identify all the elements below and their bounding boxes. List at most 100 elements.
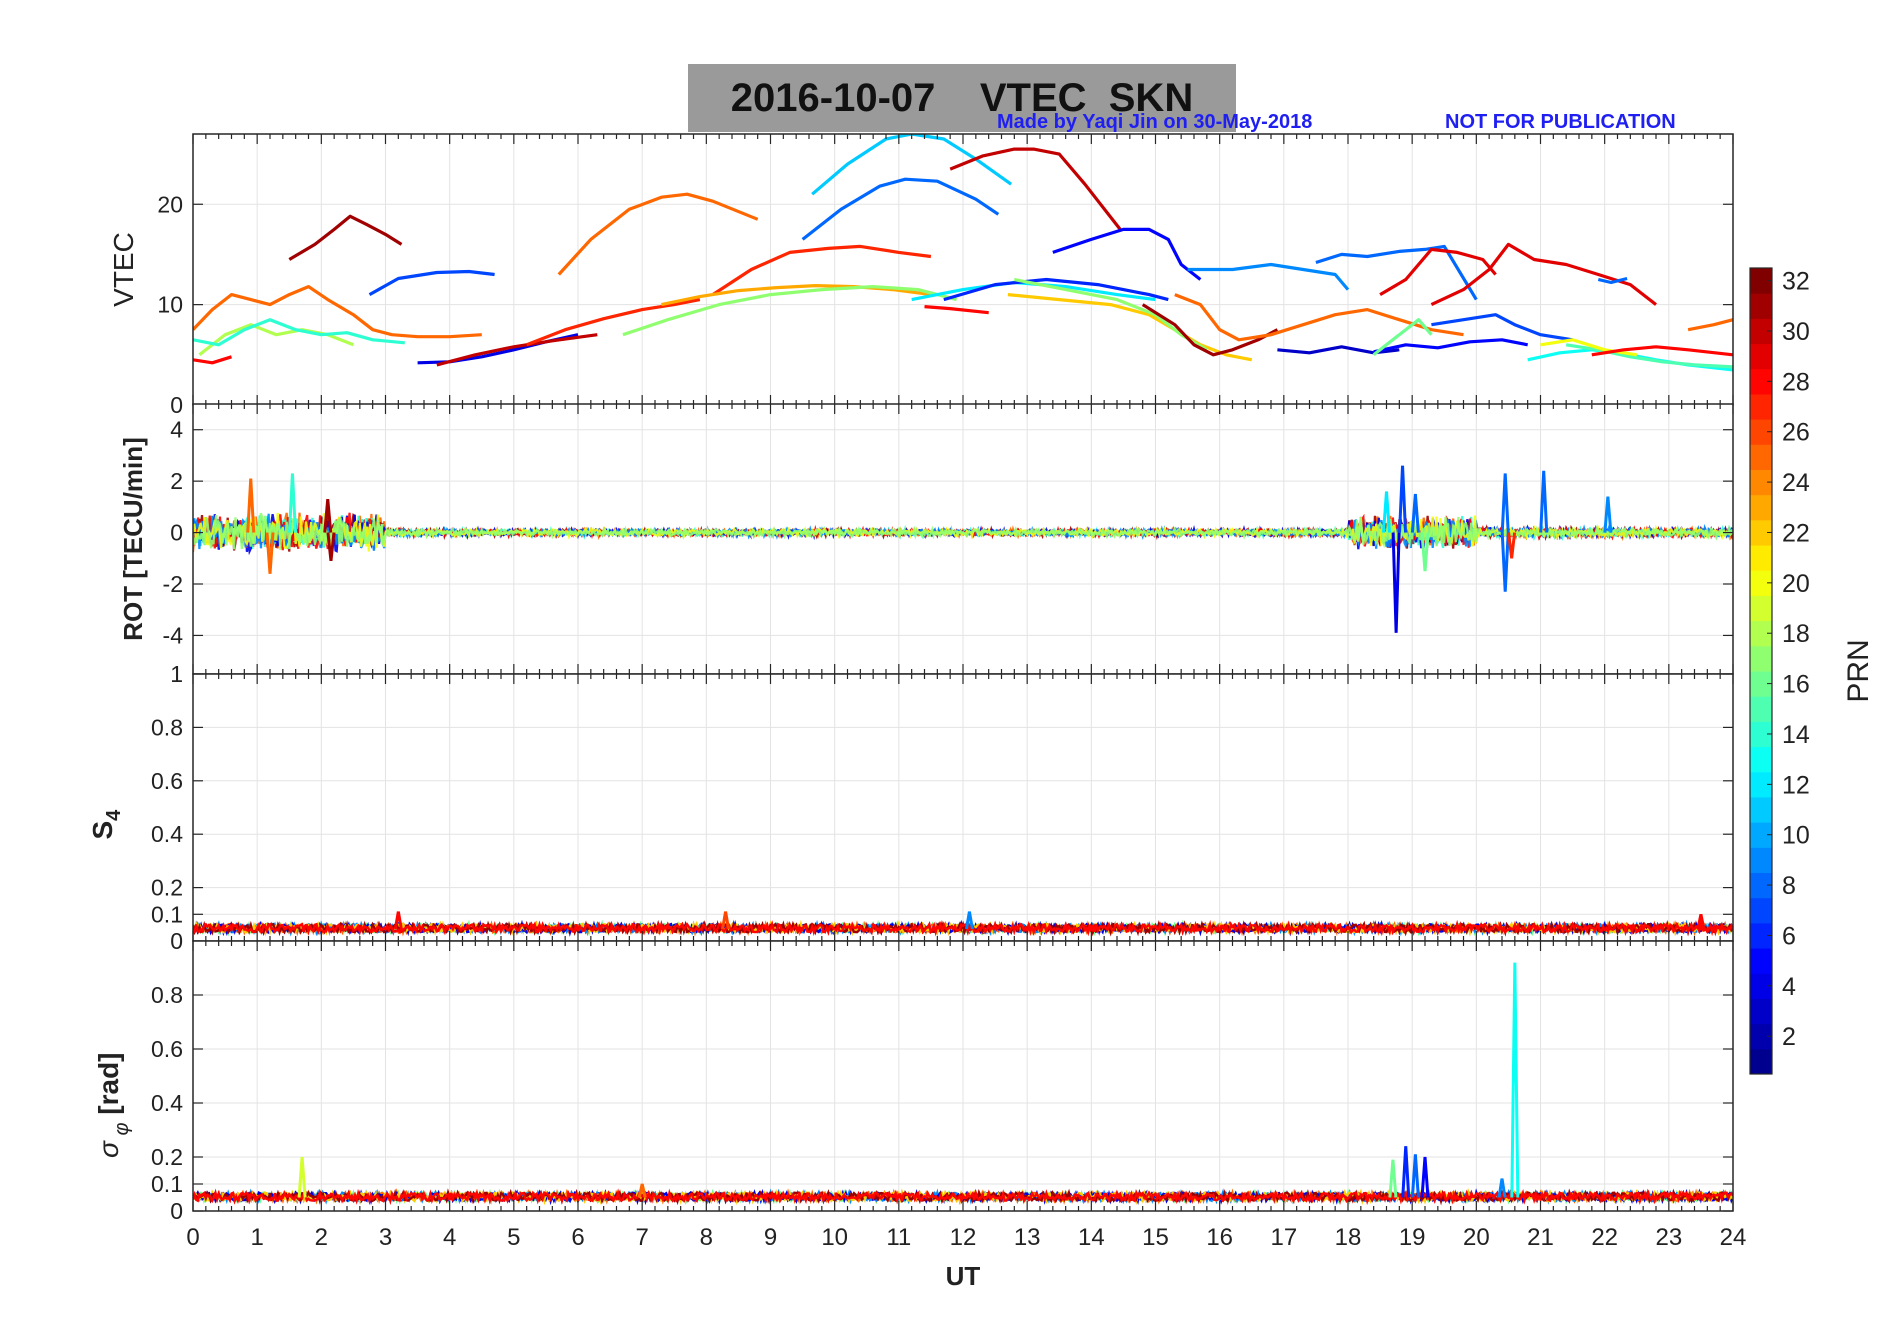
colorbar-cell bbox=[1750, 343, 1772, 370]
y-tick-label: 4 bbox=[170, 417, 183, 443]
colorbar-cell bbox=[1750, 847, 1772, 873]
rot-spike-prn-8 bbox=[1500, 473, 1510, 533]
s4-spike-prn-26 bbox=[721, 911, 731, 930]
colorbar-tick-label: 4 bbox=[1782, 973, 1796, 1001]
sigma_phi-trace-prn-28 bbox=[193, 1188, 1733, 1206]
vtec-series-prn-28 bbox=[193, 355, 232, 365]
sigma_phi-spike-prn-5 bbox=[1420, 1156, 1430, 1198]
colorbar-cell bbox=[1750, 570, 1772, 596]
colorbar-cell bbox=[1750, 469, 1772, 496]
vtec-series-prn-20 bbox=[1540, 338, 1638, 357]
colorbar-tick-label: 24 bbox=[1782, 469, 1810, 497]
colorbar-cell bbox=[1750, 368, 1772, 395]
vtec-series-prn-7 bbox=[1431, 313, 1573, 342]
vtec-series-prn-6 bbox=[943, 277, 1169, 302]
colorbar-cell bbox=[1750, 620, 1772, 647]
y-tick-label: 0 bbox=[170, 1198, 183, 1224]
colorbar-cell bbox=[1750, 595, 1772, 622]
colorbar-tick-label: 12 bbox=[1782, 771, 1810, 799]
vtec-series-prn-23 bbox=[661, 284, 932, 307]
figure-title: 2016-10-07 VTEC SKN bbox=[730, 76, 1194, 120]
colorbar-cell bbox=[1750, 318, 1772, 345]
rot-trace-prn-17 bbox=[193, 512, 1733, 550]
x-tick-label: 20 bbox=[1463, 1224, 1490, 1251]
rot-spike-prn-8 bbox=[1539, 470, 1549, 533]
vtec-series-prn-28 bbox=[1591, 345, 1733, 357]
sigma_phi-spike-prn-16 bbox=[1388, 1159, 1398, 1198]
x-tick-label: 4 bbox=[443, 1224, 456, 1251]
vtec-series-prn-31 bbox=[288, 214, 403, 261]
vtec-series-prn-9 bbox=[1187, 262, 1350, 291]
colorbar-tick-label: 6 bbox=[1782, 922, 1796, 950]
x-tick-label: 23 bbox=[1655, 1224, 1682, 1251]
x-axis-label: UT bbox=[946, 1261, 981, 1291]
y-tick-label: 0.1 bbox=[151, 1171, 183, 1197]
vtec-series-prn-17 bbox=[622, 285, 958, 337]
panel-rot: -4 -2 0 2 4 ROT [TECU/min] bbox=[118, 403, 1734, 675]
rot-spike-prn-31 bbox=[323, 499, 333, 533]
y-axis-label: S4 bbox=[87, 809, 125, 840]
rot-spike-prn-12 bbox=[1382, 491, 1391, 533]
vtec-series-prn-5 bbox=[1373, 338, 1529, 354]
vtec-series-prn-8 bbox=[1597, 276, 1628, 285]
colorbar-tick-label: 26 bbox=[1782, 419, 1810, 447]
vtec-series-prn-8 bbox=[1315, 244, 1478, 301]
y-tick-label: -2 bbox=[163, 571, 183, 597]
colorbar-cell bbox=[1750, 822, 1772, 848]
rot-spike-prn-8 bbox=[1410, 493, 1420, 533]
y-tick-label: -4 bbox=[163, 622, 184, 648]
vtec-series-prn-15 bbox=[1565, 343, 1733, 369]
x-tick-label: 21 bbox=[1527, 1224, 1554, 1251]
x-tick-label: 17 bbox=[1270, 1224, 1297, 1251]
vtec-series-prn-28 bbox=[924, 305, 989, 315]
s4-spike-prn-9 bbox=[964, 911, 974, 930]
data-layer bbox=[193, 962, 1733, 1206]
colorbar-tick-label: 10 bbox=[1782, 822, 1810, 850]
colorbar-cell bbox=[1750, 444, 1772, 470]
y-tick-label: 0.6 bbox=[151, 1036, 183, 1062]
x-tick-label: 3 bbox=[379, 1224, 392, 1251]
x-tick-label: 7 bbox=[635, 1224, 648, 1251]
colorbar-cell bbox=[1750, 494, 1772, 521]
colorbar-cell bbox=[1750, 973, 1772, 999]
y-tick-label: 20 bbox=[157, 191, 183, 217]
sigma_phi-spike-prn-19 bbox=[297, 1156, 307, 1198]
vtec-series-prn-14 bbox=[193, 318, 405, 347]
x-tick-label: 2 bbox=[315, 1224, 328, 1251]
colorbar-cell bbox=[1750, 1023, 1772, 1050]
colorbar-tick-label: 28 bbox=[1782, 368, 1810, 396]
vtec-series-prn-3 bbox=[1277, 345, 1400, 355]
vtec-series-prn-25 bbox=[193, 285, 482, 339]
colorbar-tick-label: 14 bbox=[1782, 721, 1810, 749]
colorbar-cell bbox=[1750, 746, 1772, 773]
y-tick-label: 0 bbox=[170, 520, 183, 546]
x-tick-label: 1 bbox=[250, 1224, 263, 1251]
rot-spike-prn-16 bbox=[1420, 532, 1430, 572]
vtec-series-prn-5 bbox=[1052, 227, 1202, 281]
y-axis-label: σ φ [rad] bbox=[93, 1053, 133, 1159]
colorbar-cell bbox=[1750, 922, 1772, 949]
y-tick-label: 0.4 bbox=[151, 821, 183, 847]
sigma_phi-spike-prn-25 bbox=[637, 1183, 647, 1198]
s4-spike-prn-28 bbox=[1696, 913, 1706, 930]
x-tick-label: 11 bbox=[886, 1224, 911, 1251]
colorbar-cell bbox=[1750, 519, 1772, 546]
vtec-series-prn-16 bbox=[1372, 318, 1433, 357]
vtec-series-prn-29 bbox=[1379, 247, 1497, 296]
y-tick-label: 10 bbox=[157, 292, 183, 318]
y-tick-label: 0.6 bbox=[151, 768, 183, 794]
x-tick-label: 14 bbox=[1078, 1224, 1105, 1251]
rot-spike-prn-25 bbox=[265, 532, 275, 574]
y-tick-label: 0 bbox=[170, 392, 183, 418]
rot-spike-prn-9 bbox=[1603, 496, 1613, 533]
rot-spike-prn-31 bbox=[326, 532, 336, 562]
rot-spike-prn-7 bbox=[1398, 465, 1408, 533]
colorbar-cell bbox=[1750, 645, 1772, 672]
colorbar-tick-label: 18 bbox=[1782, 620, 1810, 648]
data-layer bbox=[193, 134, 1733, 372]
y-tick-label: 0.2 bbox=[151, 875, 183, 901]
colorbar-cell bbox=[1750, 293, 1772, 319]
colorbar-cell bbox=[1750, 897, 1772, 924]
